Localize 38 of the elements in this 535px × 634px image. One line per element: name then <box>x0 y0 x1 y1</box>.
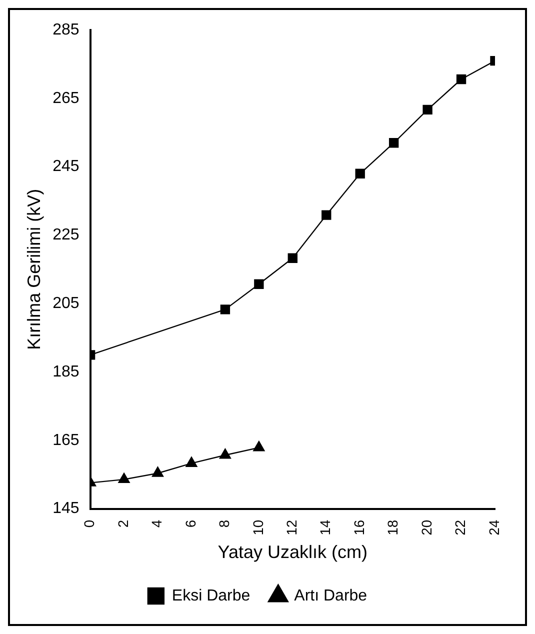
x-tick-label: 0 <box>81 520 98 528</box>
legend-label: Artı Darbe <box>294 587 368 604</box>
x-tick-label: 10 <box>250 520 266 536</box>
point <box>254 279 264 289</box>
y-tick-label: 145 <box>52 500 80 518</box>
y-tick-label: 285 <box>52 21 80 38</box>
y-tick-label: 265 <box>52 90 80 107</box>
point <box>253 441 265 452</box>
x-tick-label: 12 <box>284 520 300 536</box>
x-tick-label: 14 <box>317 520 334 536</box>
point <box>288 253 298 263</box>
legend-label: Eksi Darbe <box>172 587 250 604</box>
x-tick-label: 6 <box>182 520 198 528</box>
point <box>118 472 130 484</box>
x-tick-label: 18 <box>384 520 401 536</box>
x-tick-label: 8 <box>216 520 232 528</box>
x-tick-label: 16 <box>350 520 367 536</box>
point <box>186 456 198 467</box>
point <box>152 466 164 477</box>
x-tick-label: 24 <box>486 520 502 536</box>
x-axis-title: Yatay Uzaklık (cm) <box>218 542 368 562</box>
x-tick-label: 2 <box>114 520 131 528</box>
y-tick-label: 205 <box>52 295 80 312</box>
y-tick-label: 245 <box>52 158 80 176</box>
y-tick-label: 185 <box>52 363 80 380</box>
x-tick-label: 22 <box>452 520 468 536</box>
x-tick-label: 20 <box>418 520 434 536</box>
x-tick-label: 4 <box>148 520 165 528</box>
point <box>388 138 399 148</box>
point <box>422 104 432 115</box>
y-tick-label: 165 <box>52 432 80 449</box>
point <box>219 448 231 459</box>
point <box>220 304 230 314</box>
point <box>456 74 466 84</box>
point <box>355 168 365 178</box>
y-tick-label: 225 <box>52 226 80 244</box>
point <box>322 210 332 220</box>
y-axis-title: Kırılma Gerilimi (kV) <box>24 188 44 350</box>
